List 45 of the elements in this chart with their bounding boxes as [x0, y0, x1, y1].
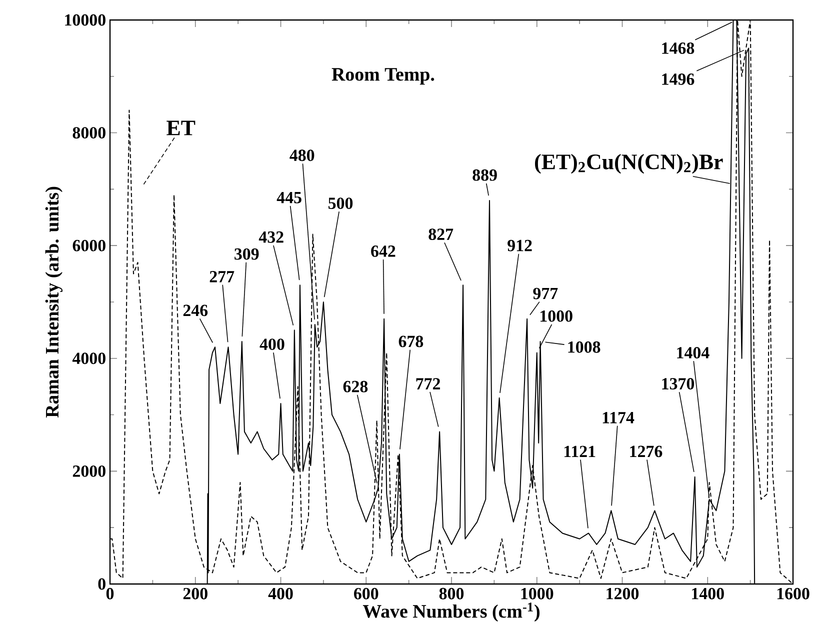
- x-tick-label: 1200: [606, 588, 639, 600]
- annotation: 678: [398, 336, 424, 348]
- x-tick-label: 400: [268, 588, 293, 600]
- x-tick-label: 200: [183, 588, 208, 600]
- x-tick-label: 1600: [777, 588, 810, 600]
- annotation: 1404: [677, 347, 710, 358]
- series-label: (ET)$_{2}$Cu(N(CN)$_{2}$)Br: [535, 154, 723, 174]
- series-label: ET: [166, 120, 196, 136]
- y-tick-label: 6000: [72, 240, 106, 252]
- x-tick-label: 1400: [692, 588, 724, 600]
- annotation: 1468: [662, 42, 694, 54]
- x-axis-title: Wave Numbers (cm$^{-1}$): [362, 602, 540, 622]
- y-tick-label: 8000: [72, 127, 106, 139]
- annotation: 772: [416, 378, 440, 390]
- x-tick-label: 1000: [521, 588, 554, 600]
- annotation: 480: [290, 150, 314, 162]
- x-tick-label: 600: [354, 588, 378, 600]
- annotation: 1276: [630, 446, 662, 458]
- annotation: 642: [371, 246, 396, 257]
- annotation: 1008: [568, 341, 600, 353]
- y-tick-label: 2000: [72, 465, 106, 477]
- annotation: 977: [533, 288, 558, 300]
- annotation: 246: [183, 304, 208, 316]
- x-tick-label: 0: [106, 588, 114, 600]
- annotation: 1121: [564, 446, 596, 458]
- x-tick-label: 800: [439, 588, 464, 600]
- annotation: 1174: [602, 412, 634, 424]
- annotation: 1370: [662, 378, 694, 390]
- y-tick-label: 10000: [65, 14, 106, 26]
- annotation: Room Temp.: [332, 68, 434, 85]
- annotation: 1000: [540, 310, 572, 322]
- annotation: 309: [234, 248, 259, 260]
- annotation: 432: [258, 231, 284, 243]
- annotation: 1496: [662, 74, 694, 85]
- annotation: 628: [343, 380, 368, 392]
- y-tick-label: 0: [98, 578, 106, 590]
- y-tick-label: 4000: [72, 352, 106, 364]
- annotation: 912: [508, 240, 532, 252]
- annotation: 500: [328, 198, 353, 210]
- annotation: 889: [472, 169, 497, 181]
- annotation: 827: [428, 228, 454, 240]
- annotation: 400: [260, 338, 284, 350]
- annotation: 277: [210, 270, 234, 282]
- y-axis-title: Raman Intensity (arb. units): [45, 186, 63, 418]
- annotation: 445: [276, 192, 302, 204]
